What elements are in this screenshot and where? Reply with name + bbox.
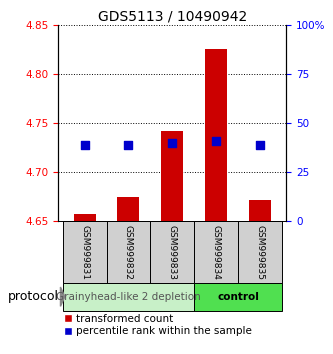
Bar xyxy=(162,131,183,221)
Text: GSM999834: GSM999834 xyxy=(212,225,221,280)
Text: control: control xyxy=(217,292,259,302)
Bar xyxy=(63,221,107,283)
Bar xyxy=(151,221,194,283)
Text: protocol: protocol xyxy=(8,290,59,303)
Text: Grainyhead-like 2 depletion: Grainyhead-like 2 depletion xyxy=(56,292,201,302)
Bar xyxy=(249,200,271,221)
Point xyxy=(82,142,87,148)
Text: GSM999832: GSM999832 xyxy=(124,225,133,280)
Text: GSM999831: GSM999831 xyxy=(80,225,89,280)
Title: GDS5113 / 10490942: GDS5113 / 10490942 xyxy=(98,10,247,24)
Bar xyxy=(194,221,238,283)
Bar xyxy=(205,49,227,221)
Point xyxy=(213,138,219,144)
Polygon shape xyxy=(61,287,65,306)
Bar xyxy=(118,197,140,221)
Bar xyxy=(63,283,194,310)
Point xyxy=(170,140,175,145)
Bar xyxy=(238,221,282,283)
Text: GSM999835: GSM999835 xyxy=(255,225,264,280)
Bar xyxy=(107,221,151,283)
Point xyxy=(257,142,263,148)
Point xyxy=(126,142,131,148)
Text: GSM999833: GSM999833 xyxy=(168,225,177,280)
Bar xyxy=(74,213,96,221)
Bar xyxy=(194,283,282,310)
Legend: transformed count, percentile rank within the sample: transformed count, percentile rank withi… xyxy=(64,314,252,336)
